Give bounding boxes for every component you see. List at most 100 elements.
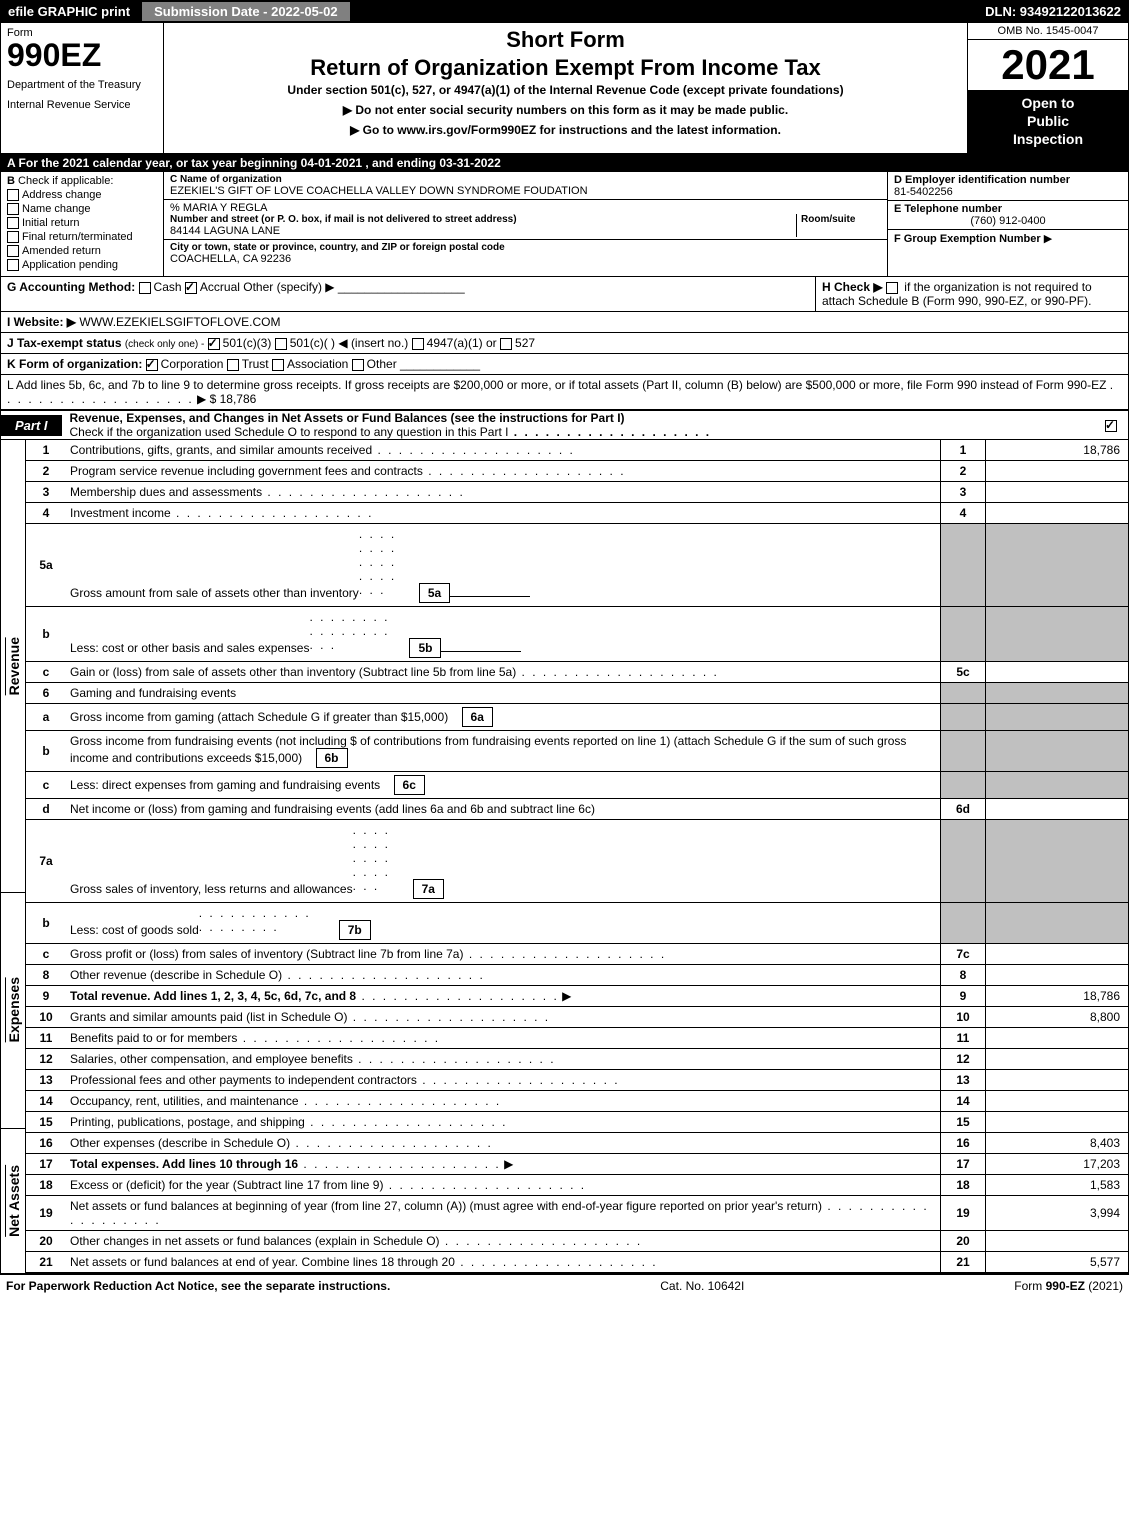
cb-accrual[interactable] (185, 282, 197, 294)
row-h: H Check ▶ if the organization is not req… (815, 277, 1128, 311)
footer-center: Cat. No. 10642I (660, 1279, 744, 1293)
footer: For Paperwork Reduction Act Notice, see … (0, 1274, 1129, 1297)
cb-trust[interactable] (227, 359, 239, 371)
row-g: G Accounting Method: Cash Accrual Other … (1, 277, 815, 311)
submission-date: Submission Date - 2022-05-02 (142, 2, 350, 21)
phone-value: (760) 912-0400 (894, 215, 1122, 227)
k-label: K Form of organization: (7, 357, 142, 371)
cb-initial-return[interactable]: Initial return (7, 217, 157, 229)
row-k: K Form of organization: Corporation Trus… (1, 354, 1128, 375)
line-6a: aGross income from gaming (attach Schedu… (26, 704, 1128, 731)
street-address: 84144 LAGUNA LANE (170, 225, 796, 237)
i-label: I Website: ▶ (7, 315, 76, 329)
col-c: C Name of organization EZEKIEL'S GIFT OF… (164, 172, 887, 277)
row-i: I Website: ▶ WWW.EZEKIELSGIFTOFLOVE.COM (1, 312, 1128, 333)
line-6b: bGross income from fundraising events (n… (26, 731, 1128, 772)
subtitle: Under section 501(c), 527, or 4947(a)(1)… (172, 83, 959, 97)
top-bar: efile GRAPHIC print Submission Date - 20… (0, 0, 1129, 22)
cb-final-return[interactable]: Final return/terminated (7, 231, 157, 243)
side-revenue: Revenue (5, 637, 22, 695)
line-2: 2Program service revenue including gover… (26, 461, 1128, 482)
main-title: Return of Organization Exempt From Incom… (172, 55, 959, 81)
city-label: City or town, state or province, country… (170, 242, 881, 253)
line-15: 15Printing, publications, postage, and s… (26, 1112, 1128, 1133)
line-9: 9Total revenue. Add lines 1, 2, 3, 4, 5c… (26, 986, 1128, 1007)
form-number: 990EZ (7, 39, 157, 71)
short-form-label: Short Form (172, 27, 959, 53)
line-7c: cGross profit or (loss) from sales of in… (26, 944, 1128, 965)
ein-label: D Employer identification number (894, 174, 1122, 186)
line-19: 19Net assets or fund balances at beginni… (26, 1196, 1128, 1231)
row-j: J Tax-exempt status (check only one) - 5… (1, 333, 1128, 354)
cb-association[interactable] (272, 359, 284, 371)
city-value: COACHELLA, CA 92236 (170, 253, 881, 265)
street-label: Number and street (or P. O. box, if mail… (170, 214, 796, 225)
line-18: 18Excess or (deficit) for the year (Subt… (26, 1175, 1128, 1196)
b-label: B (7, 175, 15, 187)
side-expenses: Expenses (5, 977, 22, 1042)
row-l: L Add lines 5b, 6c, and 7b to line 9 to … (1, 375, 1128, 410)
line-14: 14Occupancy, rent, utilities, and mainte… (26, 1091, 1128, 1112)
line-3: 3Membership dues and assessments3 (26, 482, 1128, 503)
cb-amended-return[interactable]: Amended return (7, 245, 157, 257)
cb-cash[interactable] (139, 282, 151, 294)
open-line3: Inspection (970, 130, 1126, 148)
cb-501c-other[interactable] (275, 338, 287, 350)
line-17: 17Total expenses. Add lines 10 through 1… (26, 1154, 1128, 1175)
part-i-body: Revenue Expenses Net Assets 1Contributio… (1, 440, 1128, 1273)
line-10: 10Grants and similar amounts paid (list … (26, 1007, 1128, 1028)
header-center: Short Form Return of Organization Exempt… (164, 23, 967, 153)
line-13: 13Professional fees and other payments t… (26, 1070, 1128, 1091)
g-label: G Accounting Method: (7, 280, 135, 294)
cb-address-change[interactable]: Address change (7, 189, 157, 201)
open-line1: Open to (970, 94, 1126, 112)
room-label: Room/suite (801, 214, 881, 225)
ein-value: 81-5402256 (894, 186, 1122, 198)
line-6: 6Gaming and fundraising events (26, 683, 1128, 704)
cb-corporation[interactable] (146, 359, 158, 371)
care-of: % MARIA Y REGLA (170, 202, 881, 214)
b-check-label: Check if applicable: (18, 175, 113, 187)
cb-schedule-o[interactable] (1105, 420, 1117, 432)
line-5c: cGain or (loss) from sale of assets othe… (26, 662, 1128, 683)
cb-4947[interactable] (412, 338, 424, 350)
form-header: Form 990EZ Department of the Treasury In… (1, 23, 1128, 154)
part-i-header: Part I Revenue, Expenses, and Changes in… (1, 410, 1128, 440)
footer-left: For Paperwork Reduction Act Notice, see … (6, 1279, 390, 1293)
open-line2: Public (970, 112, 1126, 130)
phone-label: E Telephone number (894, 203, 1122, 215)
cb-other-org[interactable] (352, 359, 364, 371)
line-16: 16Other expenses (describe in Schedule O… (26, 1133, 1128, 1154)
efile-label: efile GRAPHIC print (0, 4, 138, 19)
cb-schedule-b[interactable] (886, 282, 898, 294)
line-7a: 7aGross sales of inventory, less returns… (26, 820, 1128, 903)
dept-irs: Internal Revenue Service (7, 99, 157, 111)
side-labels: Revenue Expenses Net Assets (1, 440, 26, 1273)
lines-table: 1Contributions, gifts, grants, and simil… (26, 440, 1128, 1273)
cb-527[interactable] (500, 338, 512, 350)
l-text: L Add lines 5b, 6c, and 7b to line 9 to … (7, 378, 1106, 392)
part-i-title: Revenue, Expenses, and Changes in Net As… (62, 411, 1105, 439)
dept-treasury: Department of the Treasury (7, 79, 157, 91)
footer-right: Form 990-EZ (2021) (1014, 1279, 1123, 1293)
cb-name-change[interactable]: Name change (7, 203, 157, 215)
cb-501c3[interactable] (208, 338, 220, 350)
instruct-ssn: ▶ Do not enter social security numbers o… (172, 103, 959, 117)
line-12: 12Salaries, other compensation, and empl… (26, 1049, 1128, 1070)
form-container: Form 990EZ Department of the Treasury In… (0, 22, 1129, 1274)
side-netassets: Net Assets (5, 1165, 22, 1237)
tax-year: 2021 (968, 40, 1128, 90)
line-7b: bLess: cost of goods sold7b (26, 903, 1128, 944)
line-21: 21Net assets or fund balances at end of … (26, 1252, 1128, 1273)
website-value: WWW.EZEKIELSGIFTOFLOVE.COM (79, 315, 280, 329)
instruct-url: ▶ Go to www.irs.gov/Form990EZ for instru… (172, 123, 959, 137)
c-name-label: C Name of organization (170, 174, 881, 185)
j-label: J Tax-exempt status (7, 336, 122, 350)
l-value: ▶ $ 18,786 (197, 392, 256, 406)
line-6d: dNet income or (loss) from gaming and fu… (26, 799, 1128, 820)
cb-application-pending[interactable]: Application pending (7, 259, 157, 271)
line-20: 20Other changes in net assets or fund ba… (26, 1231, 1128, 1252)
col-d: D Employer identification number 81-5402… (887, 172, 1128, 277)
header-right: OMB No. 1545-0047 2021 Open to Public In… (967, 23, 1128, 153)
line-11: 11Benefits paid to or for members11 (26, 1028, 1128, 1049)
